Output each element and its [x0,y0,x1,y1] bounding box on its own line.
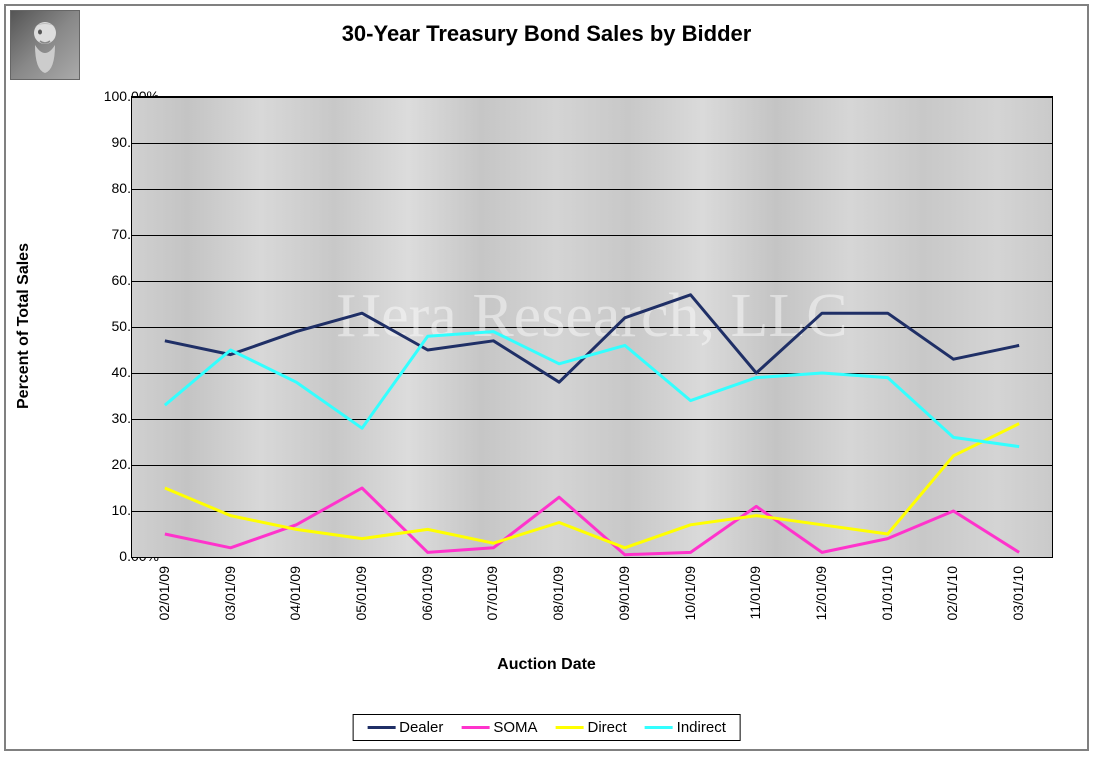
legend-label: SOMA [493,719,537,736]
chart-lines [132,97,1052,557]
legend-label: Dealer [399,719,443,736]
plot-area: Hera Research, LLC [131,96,1053,558]
x-tick-label: 07/01/09 [484,566,500,621]
x-tick-label: 11/01/09 [747,566,763,619]
x-tick-label: 08/01/09 [550,566,566,621]
legend-item-soma: SOMA [461,719,537,736]
x-tick-label: 09/01/09 [616,566,632,621]
series-soma [165,488,1019,555]
legend-swatch [367,726,395,729]
legend-swatch [461,726,489,729]
x-tick-label: 01/01/10 [879,566,895,621]
legend: Dealer SOMA Direct Indirect [352,714,741,741]
chart-container: 30-Year Treasury Bond Sales by Bidder Pe… [4,4,1089,751]
legend-item-indirect: Indirect [645,719,726,736]
legend-swatch [556,726,584,729]
x-tick-label: 12/01/09 [813,566,829,621]
legend-label: Indirect [677,719,726,736]
x-tick-label: 03/01/09 [222,566,238,621]
legend-label: Direct [588,719,627,736]
x-tick-label: 02/01/09 [156,566,172,621]
legend-item-direct: Direct [556,719,627,736]
x-tick-label: 10/01/09 [682,566,698,621]
x-tick-label: 05/01/09 [353,566,369,621]
series-dealer [165,295,1019,382]
series-direct [165,424,1019,548]
legend-swatch [645,726,673,729]
x-tick-label: 03/01/10 [1010,566,1026,621]
legend-item-dealer: Dealer [367,719,443,736]
x-tick-label: 02/01/10 [944,566,960,621]
x-tick-label: 06/01/09 [419,566,435,621]
x-tick-label: 04/01/09 [287,566,303,621]
y-axis-title: Percent of Total Sales [15,243,33,409]
chart-title: 30-Year Treasury Bond Sales by Bidder [6,21,1087,47]
x-axis-title: Auction Date [6,656,1087,674]
